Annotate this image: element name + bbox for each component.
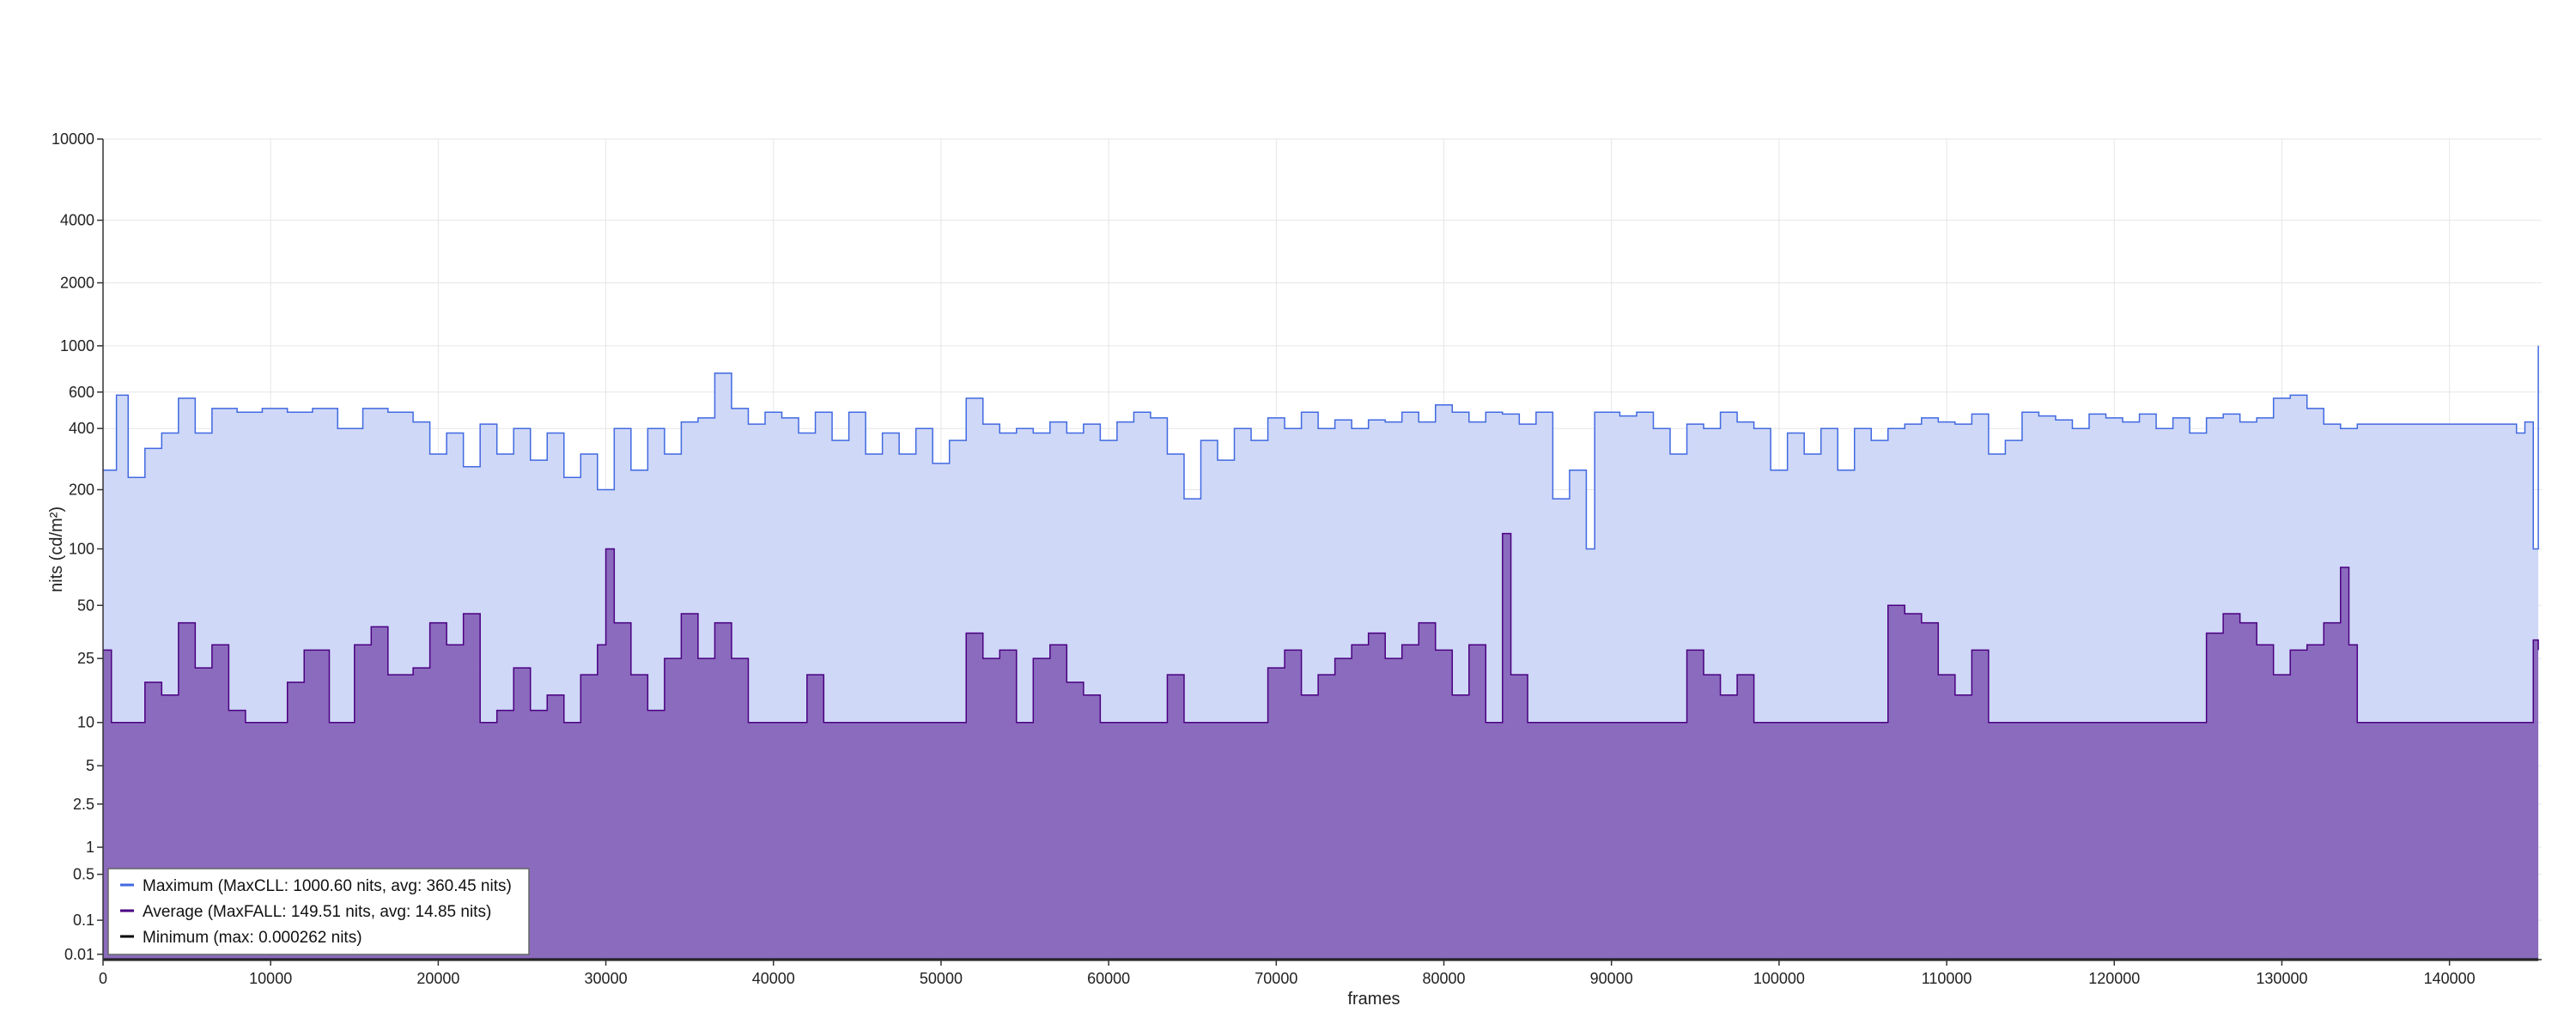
x-tick-label: 50000: [920, 970, 963, 987]
legend-entry-minimum: Minimum (max: 0.000262 nits): [143, 929, 362, 947]
y-tick-label: 10000: [52, 130, 94, 148]
legend: Maximum (MaxCLL: 1000.60 nits, avg: 360.…: [107, 868, 530, 955]
x-tick-label: 10000: [249, 970, 292, 987]
y-tick-label: 600: [69, 384, 94, 401]
series-areas: [103, 345, 2539, 961]
y-axis-ticks: 0.01 0.1 0.5 1 2.5 5 10 25 50 100 200 400 600 1000 200…: [52, 130, 103, 963]
y-axis-label: nits (cd/m²): [47, 506, 66, 592]
y-tick-label: 4000: [60, 212, 94, 229]
y-tick-label: 10: [77, 714, 94, 731]
y-tick-label: 1000: [60, 337, 94, 354]
y-tick-label: 0.1: [73, 912, 94, 929]
x-tick-label: 20000: [416, 970, 459, 987]
y-tick-label: 200: [69, 482, 94, 499]
x-tick-label: 0: [99, 970, 107, 987]
y-tick-label: 50: [77, 597, 94, 614]
legend-entry-maximum: Maximum (MaxCLL: 1000.60 nits, avg: 360.…: [143, 877, 512, 895]
y-tick-label: 25: [77, 650, 94, 667]
x-tick-label: 100000: [1753, 970, 1805, 987]
x-tick-label: 40000: [752, 970, 795, 987]
y-tick-label: 1: [86, 839, 94, 856]
line-maximum: [103, 345, 2539, 550]
x-axis-ticks: 0 10000 20000 30000 40000 50000 60000 70000 8000…: [99, 960, 2476, 987]
y-tick-label: 5: [86, 757, 94, 774]
x-tick-label: 80000: [1422, 970, 1465, 987]
y-tick-label: 0.01: [64, 946, 94, 963]
x-tick-label: 140000: [2424, 970, 2476, 987]
x-tick-label: 110000: [1922, 970, 1972, 987]
y-tick-label: 0.5: [73, 866, 94, 883]
y-tick-label: 2.5: [73, 796, 94, 813]
area-average: [103, 533, 2539, 960]
x-tick-label: 130000: [2256, 970, 2307, 987]
y-tick-label: 400: [69, 420, 94, 437]
line-average: [103, 532, 2539, 724]
legend-entry-average: Average (MaxFALL: 149.51 nits, avg: 14.8…: [143, 903, 491, 921]
x-tick-label: 70000: [1255, 970, 1297, 987]
y-tick-label: 100: [69, 540, 94, 557]
y-tick-label: 2000: [60, 275, 94, 292]
x-axis-label: frames: [1347, 990, 1400, 1009]
legend-box: [107, 868, 530, 955]
x-tick-label: 60000: [1087, 970, 1130, 987]
x-tick-label: 30000: [585, 970, 628, 987]
x-tick-label: 120000: [2088, 970, 2140, 987]
x-tick-label: 90000: [1590, 970, 1633, 987]
